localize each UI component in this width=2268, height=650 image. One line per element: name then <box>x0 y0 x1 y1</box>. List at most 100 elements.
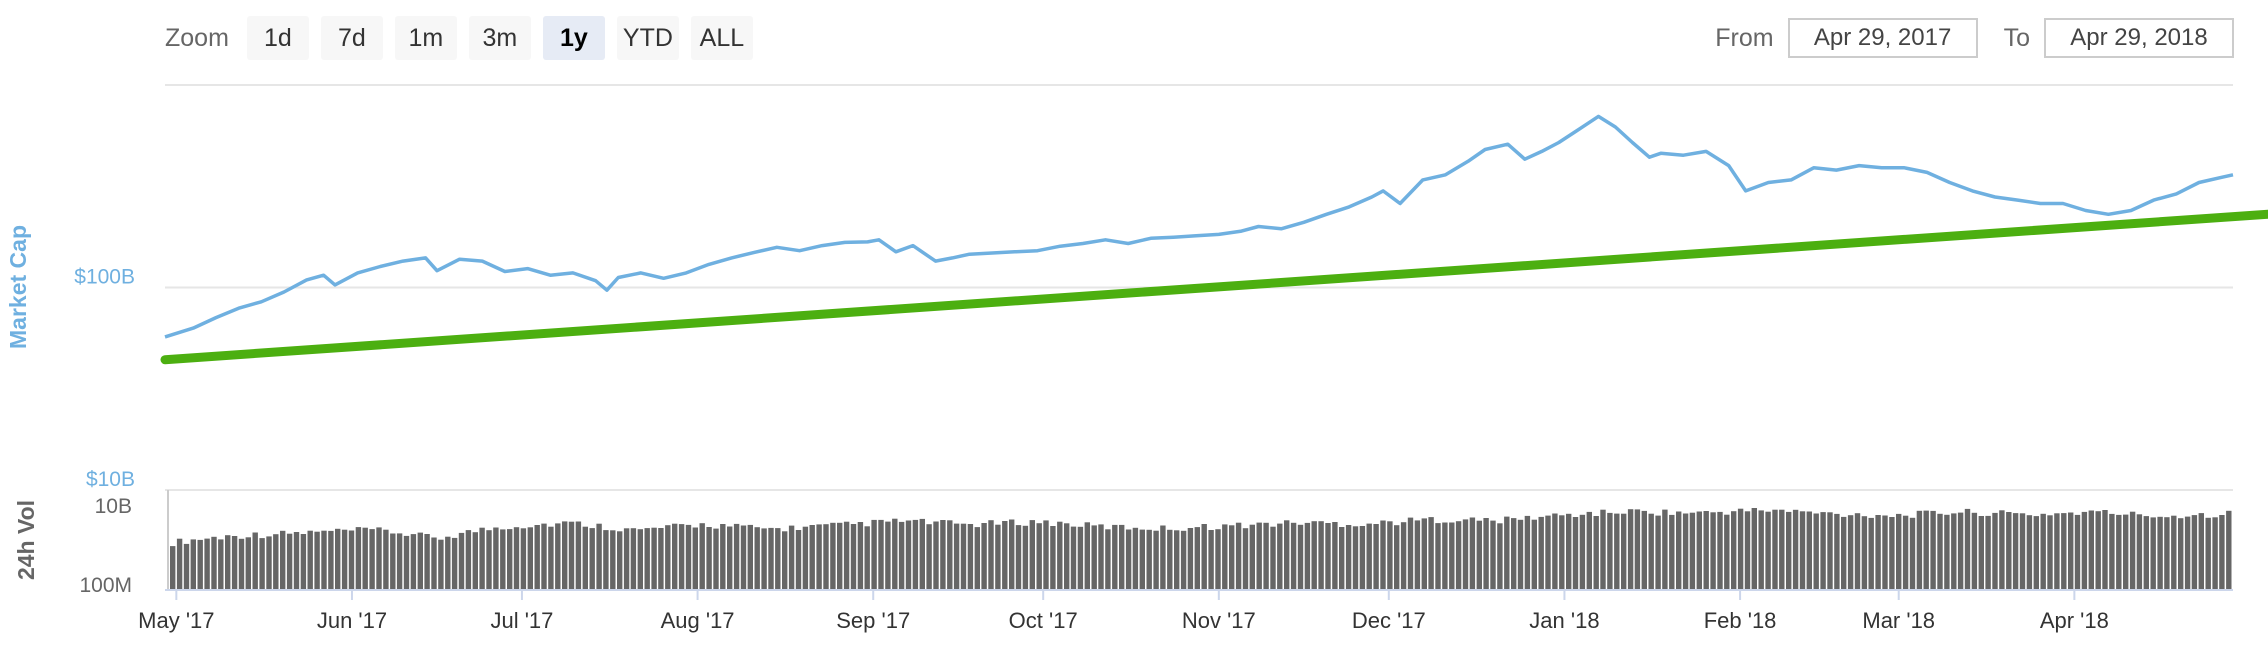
volume-bar <box>1511 518 1517 590</box>
volume-bar <box>1978 516 1984 590</box>
volume-bar <box>2219 515 2225 590</box>
x-tick-label: May '17 <box>138 608 214 633</box>
volume-bar <box>1070 526 1077 590</box>
volume-bar <box>575 521 582 590</box>
volume-bar <box>713 528 719 590</box>
volume-bar <box>1586 511 1592 590</box>
volume-bar <box>266 536 272 590</box>
volume-bar <box>1332 522 1338 590</box>
volume-bar <box>947 520 953 590</box>
volume-bar <box>403 535 410 590</box>
volume-bar <box>933 521 939 590</box>
volume-bar <box>1304 522 1311 590</box>
volume-bar <box>1339 527 1345 590</box>
volume-bar <box>1689 512 1696 590</box>
volume-bar <box>1676 511 1682 590</box>
volume-bar <box>610 530 616 590</box>
volume-bar <box>1469 517 1476 590</box>
volume-bar <box>204 538 210 590</box>
zoom-3m-button[interactable]: 3m <box>468 16 531 60</box>
volume-bar <box>1579 514 1586 590</box>
volume-bar <box>1875 515 1881 590</box>
volume-bar <box>1057 521 1063 590</box>
volume-bar <box>678 524 685 590</box>
volume-bar <box>1387 521 1393 590</box>
from-label: From <box>1715 23 1774 52</box>
volume-bar <box>1119 524 1125 590</box>
volume-bar <box>2191 515 2198 590</box>
volume-bar <box>2033 516 2039 590</box>
volume-bar <box>1504 516 1510 590</box>
y-tick-label: $10B <box>86 468 135 491</box>
volume-bar <box>1634 509 1641 590</box>
volume-bar <box>1407 517 1414 590</box>
volume-bar <box>1132 527 1139 590</box>
volume-bar <box>1194 527 1200 590</box>
to-date-input[interactable] <box>2044 18 2234 58</box>
volume-bar <box>218 539 224 590</box>
volume-tick-label: 10B <box>95 495 132 518</box>
volume-bar <box>740 525 747 590</box>
volume-bar <box>1820 512 1826 590</box>
volume-bar <box>1517 519 1524 590</box>
zoom-all-button[interactable]: ALL <box>690 16 753 60</box>
volume-bar <box>795 530 802 590</box>
zoom-7d-button[interactable]: 7d <box>320 16 383 60</box>
volume-bar <box>747 524 753 590</box>
volume-bar <box>1297 524 1304 590</box>
zoom-ytd-button[interactable]: YTD <box>616 16 679 60</box>
zoom-1d-button[interactable]: 1d <box>246 16 309 60</box>
volume-bar <box>2068 512 2074 590</box>
volume-bar <box>520 528 527 590</box>
volume-bar <box>1497 523 1503 590</box>
volume-bar <box>314 531 320 590</box>
volume-bar <box>823 524 829 590</box>
volume-bar <box>1813 513 1819 590</box>
volume-bar <box>438 539 444 590</box>
volume-bar <box>1366 523 1372 590</box>
x-tick-label: Feb '18 <box>1704 608 1777 633</box>
volume-bar <box>617 531 623 590</box>
volume-bar <box>2095 511 2101 590</box>
zoom-1y-button[interactable]: 1y <box>542 16 605 60</box>
volume-bar <box>376 527 382 590</box>
volume-bar <box>2164 517 2170 590</box>
volume-bar <box>2123 514 2129 590</box>
volume-bar <box>2171 515 2177 590</box>
volume-bar <box>2226 510 2232 590</box>
volume-bar <box>1160 525 1166 590</box>
volume-bar <box>864 526 870 590</box>
volume-bar <box>871 519 877 590</box>
volume-bar <box>699 523 705 590</box>
volume-bar <box>1174 530 1180 590</box>
market-cap-line <box>164 114 2234 339</box>
from-date-input[interactable] <box>1787 18 1978 58</box>
volume-bar <box>390 533 396 590</box>
volume-bar <box>383 529 389 590</box>
volume-bar <box>1648 513 1654 590</box>
volume-bar <box>2040 513 2046 590</box>
volume-bar <box>630 528 637 590</box>
volume-bar <box>1627 509 1634 590</box>
zoom-1m-button[interactable]: 1m <box>394 16 457 60</box>
volume-bar <box>355 527 362 590</box>
volume-bar <box>1524 515 1531 590</box>
volume-bar <box>1847 515 1854 590</box>
volume-bar <box>348 530 355 590</box>
volume-bar <box>651 527 657 590</box>
volume-bar <box>472 532 478 590</box>
volume-bar <box>1352 526 1359 590</box>
volume-bar <box>362 527 368 590</box>
volume-bar <box>2081 511 2088 590</box>
volume-bar <box>1249 524 1255 590</box>
volume-bar <box>300 534 307 590</box>
volume-bar <box>940 520 946 590</box>
volume-bar <box>1854 513 1861 590</box>
volume-bar <box>1531 519 1537 590</box>
volume-bar <box>809 525 815 590</box>
volume-bar <box>1284 520 1290 590</box>
volume-bar <box>1951 513 1957 590</box>
volume-bar <box>967 524 974 590</box>
volume-bar <box>1325 523 1331 590</box>
volume-bar <box>2157 516 2163 590</box>
